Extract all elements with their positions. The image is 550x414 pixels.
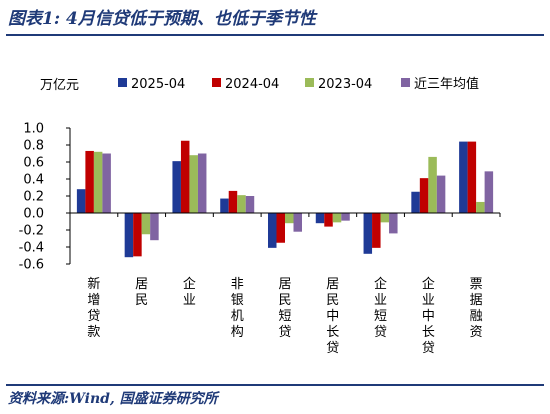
source-note: 资料来源:Wind, 国盛证券研究所 [8,391,218,407]
bar [276,213,285,243]
bar [228,190,238,213]
bar [237,195,246,213]
category-label: 企业短贷 [374,276,387,340]
bar [411,191,420,213]
y-tick-label: 0.4 [23,173,44,188]
legend-swatch [212,78,221,87]
bar [172,161,181,213]
bar [76,189,86,213]
bar [268,213,277,248]
legend-label: 2023-04 [318,77,372,92]
bar [428,156,437,213]
title-divider [6,34,544,36]
y-tick-label: 0.2 [23,190,44,205]
legend-label: 近三年均值 [414,76,479,92]
bar [389,213,398,234]
bar [341,213,350,221]
y-tick-label: 0.0 [23,207,44,222]
y-tick-label: -0.4 [19,241,44,256]
category-label: 企业中长贷 [422,276,435,356]
category-label: 企业 [183,276,196,308]
bar [102,153,111,213]
y-tick-label: -0.6 [19,258,44,273]
y-axis: 1.0 0.8 0.6 0.4 0.2 0.0 -0.2 -0.4 -0.6 [19,122,71,273]
category-label: 票据融资 [470,277,483,340]
category-label: 非银机构 [231,277,244,340]
chart-title: 图表1: 4月信贷低于预期、也低于季节性 [8,9,316,29]
bar [150,213,159,241]
bar [93,151,103,213]
bar [315,213,325,224]
source-divider [6,384,544,386]
category-label: 居民短贷 [278,277,291,340]
x-axis: 新增贷款 居民 企业 非银机构 居民短贷 居民中长贷 企业短贷 企业中长贷 票据融资 [69,212,501,356]
bar [141,213,151,235]
y-tick-label: 0.6 [23,156,44,171]
bar [324,213,333,227]
bar [484,171,494,213]
category-label: 居民 [135,277,148,308]
bar [124,213,134,258]
bar [380,213,390,223]
y-tick-label: -0.2 [19,224,44,239]
bar [467,141,477,213]
legend-swatch [401,78,410,87]
bar [285,213,294,224]
bar [85,150,94,213]
bar [220,198,229,213]
bar [332,213,342,223]
bars [76,140,494,258]
legend-label: 2024-04 [225,77,279,92]
y-tick-label: 0.8 [23,139,44,154]
legend-swatch [118,78,127,87]
bar [245,196,255,213]
bar [189,155,198,213]
bar [363,213,373,254]
bar [197,153,207,213]
bar [436,175,446,213]
bar [293,213,302,232]
legend: 2025-04 2024-04 2023-04 近三年均值 [118,76,479,92]
bar [476,201,485,213]
bar [419,178,429,213]
legend-label: 2025-04 [131,77,185,92]
y-tick-label: 1.0 [23,122,44,137]
bar [372,213,381,248]
category-label: 居民中长贷 [326,277,339,356]
y-axis-label: 万亿元 [40,78,79,93]
category-label: 新增贷款 [87,276,100,340]
legend-swatch [305,78,314,87]
bar [133,213,142,257]
bar [180,140,190,213]
bar [459,141,468,213]
